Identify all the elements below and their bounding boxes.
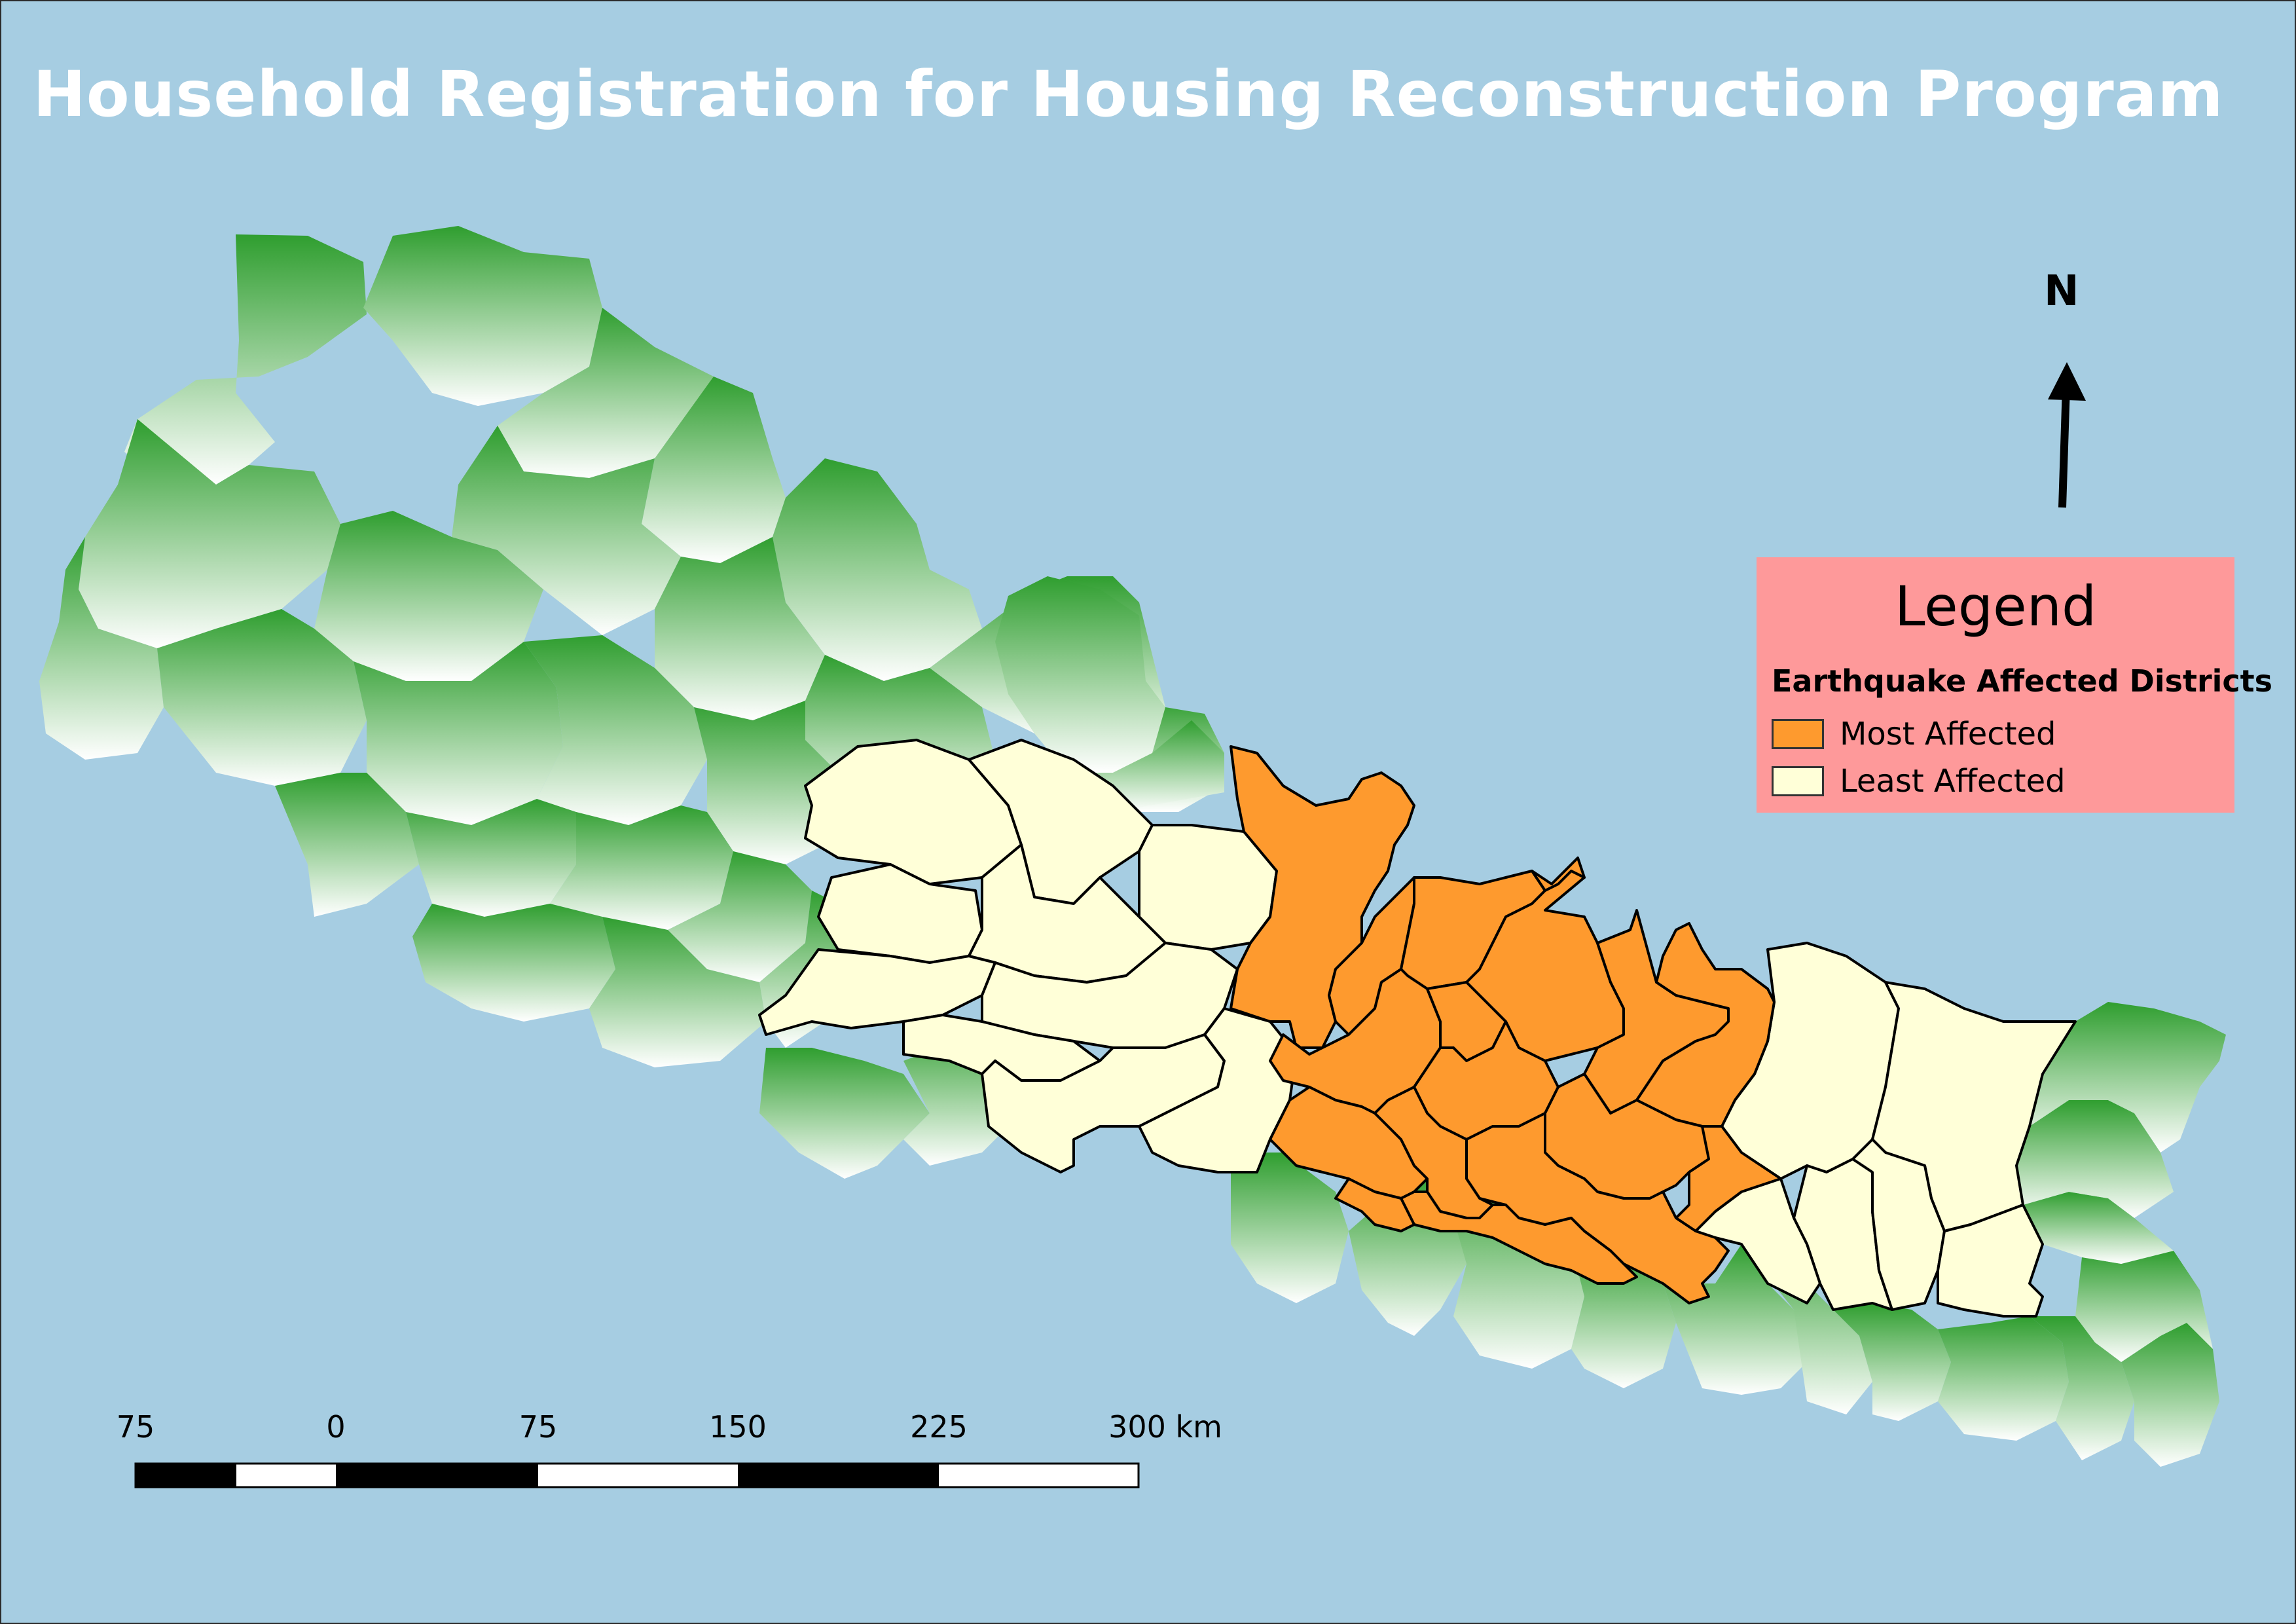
legend-label-most-affected: Most Affected bbox=[1840, 716, 2056, 752]
district-west-15 bbox=[354, 642, 563, 825]
district-east-10 bbox=[1938, 1316, 2069, 1441]
district-east-9 bbox=[1833, 1303, 1951, 1421]
scale-bar bbox=[134, 1462, 1140, 1488]
district-most-17 bbox=[1334, 1177, 1415, 1232]
legend-title: Legend bbox=[1894, 574, 2097, 638]
district-west-1 bbox=[124, 234, 367, 485]
district-west-4 bbox=[642, 377, 786, 563]
district-west-2 bbox=[363, 226, 602, 406]
district-east-16 bbox=[2030, 1002, 2226, 1153]
district-west-13 bbox=[39, 537, 164, 760]
scale-label-1: 0 bbox=[326, 1409, 346, 1445]
scale-label-0: 75 bbox=[116, 1409, 155, 1445]
district-west-20 bbox=[550, 805, 733, 930]
district-least-2 bbox=[968, 739, 1154, 905]
district-west-25 bbox=[759, 1048, 930, 1179]
most-affected-districts bbox=[1230, 745, 1782, 1304]
legend-label-least-affected: Least Affected bbox=[1840, 763, 2066, 800]
district-west-16 bbox=[524, 635, 707, 825]
legend-item-least-affected: Least Affected bbox=[1772, 763, 2066, 800]
legend-swatch-least-affected bbox=[1772, 766, 1824, 796]
district-west-23 bbox=[589, 917, 766, 1067]
legend: Legend Earthquake Affected Districts Mos… bbox=[1757, 557, 2272, 813]
unaffected-districts-east bbox=[995, 576, 2226, 1467]
district-most-5 bbox=[1531, 857, 1586, 892]
district-east-1 bbox=[995, 576, 1165, 773]
district-east-7 bbox=[1663, 1244, 1807, 1395]
district-west-14 bbox=[157, 609, 367, 786]
district-east-3 bbox=[1231, 1153, 1349, 1303]
district-west-8 bbox=[79, 419, 340, 648]
map-title: Household Registration for Housing Recon… bbox=[33, 58, 2224, 131]
district-east-14 bbox=[2023, 1192, 2174, 1264]
district-east-15 bbox=[2016, 1100, 2174, 1218]
legend-subtitle: Earthquake Affected Districts bbox=[1772, 663, 2273, 699]
district-least-15 bbox=[1937, 1204, 2044, 1318]
least-affected-districts bbox=[758, 739, 2077, 1318]
district-west-18 bbox=[275, 773, 419, 917]
district-west-22 bbox=[412, 904, 615, 1022]
district-west-21 bbox=[668, 851, 812, 982]
scale-label-4: 225 bbox=[910, 1409, 968, 1445]
district-west-5 bbox=[773, 458, 982, 681]
north-arrow-icon bbox=[2048, 362, 2086, 508]
district-west-3 bbox=[498, 308, 720, 478]
district-most-16 bbox=[1400, 1190, 1638, 1285]
district-most-12 bbox=[1675, 1125, 1782, 1232]
district-west-19 bbox=[406, 799, 576, 917]
district-west-10 bbox=[452, 426, 681, 635]
district-west-9 bbox=[314, 511, 543, 681]
scale-label-3: 150 bbox=[709, 1409, 767, 1445]
scale-label-2: 75 bbox=[519, 1409, 558, 1445]
north-label: N bbox=[2044, 267, 2079, 316]
legend-item-most-affected: Most Affected bbox=[1772, 716, 2056, 752]
district-east-12 bbox=[2121, 1323, 2219, 1467]
district-west-11 bbox=[655, 537, 825, 720]
legend-swatch-most-affected bbox=[1772, 719, 1824, 749]
district-least-14 bbox=[1851, 1138, 1946, 1311]
district-east-13 bbox=[2075, 1251, 2213, 1362]
scale-label-5: 300 km bbox=[1108, 1409, 1222, 1445]
